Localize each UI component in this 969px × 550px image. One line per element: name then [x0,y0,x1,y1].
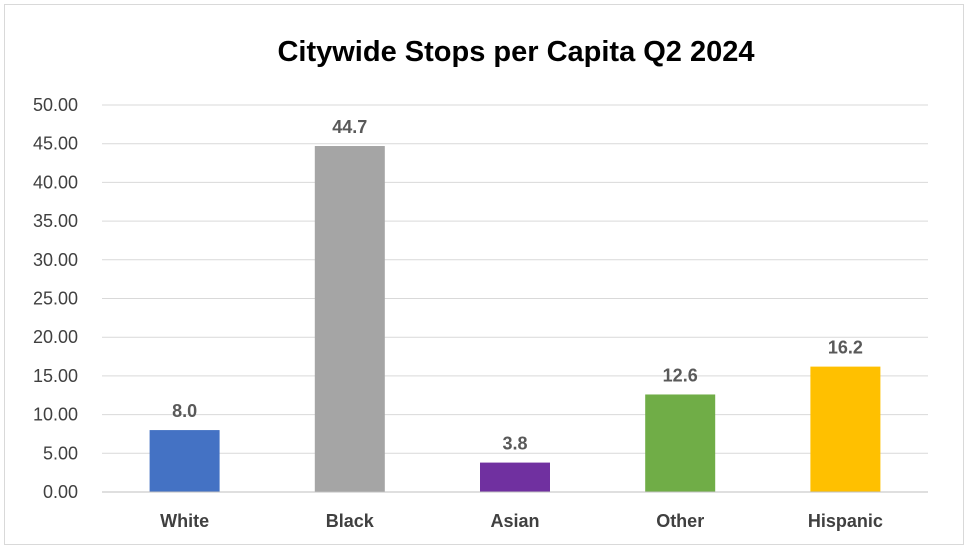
bar-hispanic [810,366,881,492]
y-tick-label: 5.00 [43,443,78,463]
x-category-label: Hispanic [808,511,883,531]
y-tick-label: 30.00 [33,250,78,270]
x-category-label: White [160,511,209,531]
data-labels: 8.0 44.7 3.8 12.6 16.2 [172,117,863,454]
y-tick-label: 15.00 [33,366,78,386]
bar-asian [480,462,550,492]
x-axis-category-labels: White Black Asian Other Hispanic [160,511,883,531]
chart-title: Citywide Stops per Capita Q2 2024 [277,36,754,68]
y-tick-label: 40.00 [33,172,78,192]
y-tick-label: 50.00 [33,95,78,115]
y-tick-label: 0.00 [43,482,78,502]
y-tick-label: 25.00 [33,289,78,309]
y-tick-label: 10.00 [33,405,78,425]
y-tick-label: 45.00 [33,134,78,154]
data-label: 8.0 [172,401,197,421]
bar-other [645,394,716,492]
y-tick-label: 20.00 [33,327,78,347]
data-label: 44.7 [332,117,367,137]
bars [149,146,881,492]
data-label: 3.8 [502,434,527,454]
gridlines [102,104,928,454]
bar-white [149,430,220,492]
y-axis-tick-labels: 0.00 5.00 10.00 15.00 20.00 25.00 30.00 35.00 40… [33,95,78,502]
x-category-label: Asian [490,511,539,531]
data-label: 16.2 [828,338,863,358]
y-tick-label: 35.00 [33,211,78,231]
x-category-label: Black [326,511,375,531]
bar-black [314,146,385,492]
data-label: 12.6 [663,365,698,385]
x-category-label: Other [656,511,704,531]
